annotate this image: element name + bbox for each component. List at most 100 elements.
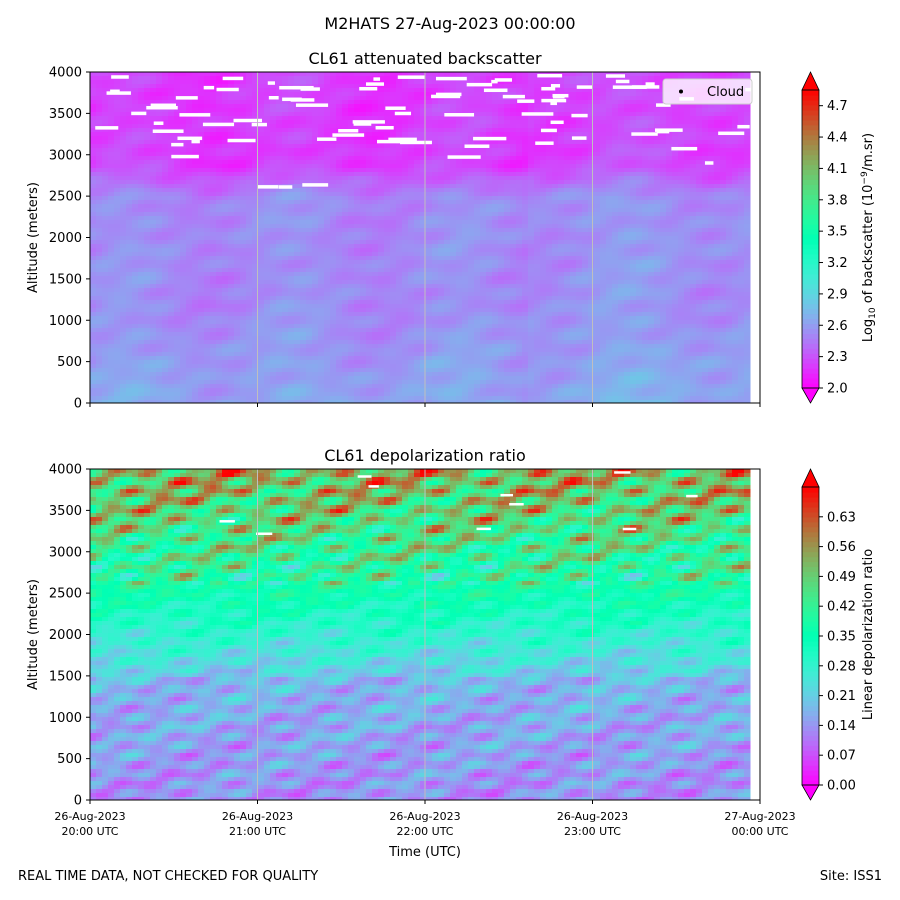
heatmap-cell	[306, 120, 313, 125]
heatmap-cell	[582, 152, 589, 157]
heatmap-cell	[240, 168, 247, 173]
heatmap-cell	[120, 120, 127, 125]
heatmap-cell	[486, 248, 493, 253]
heatmap-cell	[96, 140, 103, 145]
heatmap-cell	[342, 76, 349, 81]
heatmap-cell	[180, 232, 187, 237]
heatmap-cell	[108, 108, 115, 113]
heatmap-cell	[330, 196, 337, 201]
heatmap-cell	[198, 72, 205, 77]
heatmap-cell	[666, 240, 673, 245]
heatmap-cell	[654, 148, 661, 153]
heatmap-cell	[426, 124, 433, 129]
heatmap-cell	[444, 224, 451, 229]
heatmap-cell	[180, 172, 187, 177]
heatmap-cell	[714, 164, 721, 169]
heatmap-cell	[648, 204, 655, 209]
heatmap-cell	[510, 116, 517, 121]
heatmap-cell	[414, 132, 421, 137]
heatmap-cell	[522, 144, 529, 149]
heatmap-cell	[702, 224, 709, 229]
heatmap-cell	[216, 80, 223, 85]
heatmap-cell	[324, 200, 331, 205]
heatmap-cell	[588, 128, 595, 133]
heatmap-cell	[234, 180, 241, 185]
heatmap-cell	[216, 152, 223, 157]
heatmap-cell	[294, 88, 301, 93]
heatmap-cell	[630, 184, 637, 189]
heatmap-cell	[720, 160, 727, 165]
heatmap-cell	[486, 240, 493, 245]
heatmap-cell	[540, 152, 547, 157]
heatmap-cell	[144, 156, 151, 161]
heatmap-cell	[354, 116, 361, 121]
heatmap-cell	[198, 88, 205, 93]
heatmap-cell	[192, 92, 199, 97]
heatmap-cell	[102, 236, 109, 241]
heatmap-cell	[288, 80, 295, 85]
heatmap-cell	[546, 144, 553, 149]
heatmap-cell	[594, 80, 601, 85]
heatmap-cell	[168, 200, 175, 205]
heatmap-cell	[432, 96, 439, 101]
heatmap-cell	[642, 172, 649, 177]
heatmap-cell	[174, 84, 181, 89]
heatmap-cell	[390, 116, 397, 121]
heatmap-cell	[636, 120, 643, 125]
heatmap-cell	[426, 120, 433, 125]
heatmap-cell	[528, 72, 535, 77]
heatmap-cell	[198, 236, 205, 241]
heatmap-cell	[318, 172, 325, 177]
heatmap-cell	[180, 148, 187, 153]
heatmap-cell	[582, 116, 589, 121]
heatmap-cell	[648, 164, 655, 169]
heatmap-cell	[342, 184, 349, 189]
heatmap-cell	[318, 216, 325, 221]
heatmap-cell	[714, 180, 721, 185]
heatmap-cell	[282, 144, 289, 149]
heatmap-cell	[120, 208, 127, 213]
heatmap-cell	[360, 136, 367, 141]
heatmap-cell	[546, 92, 553, 97]
heatmap-cell	[504, 156, 511, 161]
heatmap-cell	[456, 168, 463, 173]
heatmap-cell	[738, 184, 745, 189]
heatmap-cell	[420, 84, 427, 89]
heatmap-cell	[504, 100, 511, 105]
heatmap-cell	[522, 244, 529, 249]
heatmap-cell	[456, 176, 463, 181]
heatmap-cell	[552, 200, 559, 205]
heatmap-cell	[552, 144, 559, 149]
heatmap-cell	[396, 188, 403, 193]
heatmap-cell	[486, 96, 493, 101]
heatmap-cell	[654, 144, 661, 149]
heatmap-cell	[606, 140, 613, 145]
heatmap-cell	[276, 124, 283, 129]
heatmap-cell	[324, 240, 331, 245]
heatmap-cell	[168, 232, 175, 237]
heatmap-cell	[492, 196, 499, 201]
heatmap-cell	[354, 156, 361, 161]
heatmap-cell	[468, 176, 475, 181]
heatmap-cell	[564, 112, 571, 117]
heatmap-cell	[504, 124, 511, 129]
heatmap-cell	[348, 208, 355, 213]
heatmap-cell	[258, 92, 265, 97]
heatmap-cell	[720, 196, 727, 201]
heatmap-cell	[480, 196, 487, 201]
heatmap-cell	[234, 128, 241, 133]
heatmap-cell	[456, 108, 463, 113]
heatmap-cell	[516, 236, 523, 241]
heatmap-cell	[192, 248, 199, 253]
heatmap-cell	[594, 228, 601, 233]
heatmap-cell	[480, 236, 487, 241]
heatmap-cell	[648, 80, 655, 85]
heatmap-cell	[102, 112, 109, 117]
heatmap-cell	[642, 196, 649, 201]
heatmap-cell	[564, 152, 571, 157]
heatmap-cell	[480, 188, 487, 193]
heatmap-cell	[654, 212, 661, 217]
heatmap-cell	[432, 112, 439, 117]
heatmap-cell	[720, 168, 727, 173]
heatmap-cell	[636, 224, 643, 229]
